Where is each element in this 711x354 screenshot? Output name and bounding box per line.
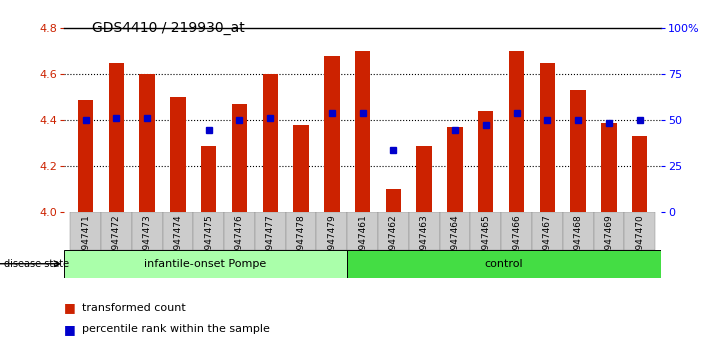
Bar — [447, 127, 463, 212]
Text: GSM947471: GSM947471 — [81, 214, 90, 269]
Text: GSM947477: GSM947477 — [266, 214, 274, 269]
Bar — [255, 212, 286, 250]
Bar — [77, 99, 93, 212]
Text: GSM947478: GSM947478 — [296, 214, 306, 269]
Bar — [262, 74, 278, 212]
Bar — [632, 136, 648, 212]
Bar — [316, 212, 347, 250]
Text: GSM947463: GSM947463 — [419, 214, 429, 269]
Bar — [562, 212, 594, 250]
Text: GSM947470: GSM947470 — [635, 214, 644, 269]
Text: GDS4410 / 219930_at: GDS4410 / 219930_at — [92, 21, 245, 35]
Text: GSM947473: GSM947473 — [143, 214, 151, 269]
Bar — [532, 212, 562, 250]
Bar — [385, 189, 401, 212]
Bar — [170, 97, 186, 212]
Bar — [232, 104, 247, 212]
Text: GSM947461: GSM947461 — [358, 214, 367, 269]
Bar — [570, 90, 586, 212]
Bar — [139, 74, 155, 212]
Text: GSM947466: GSM947466 — [512, 214, 521, 269]
Bar — [478, 111, 493, 212]
Text: infantile-onset Pompe: infantile-onset Pompe — [144, 259, 267, 269]
Bar — [193, 212, 224, 250]
Text: GSM947464: GSM947464 — [451, 214, 459, 269]
Bar — [540, 63, 555, 212]
Bar — [471, 212, 501, 250]
Text: GSM947479: GSM947479 — [327, 214, 336, 269]
Bar — [163, 212, 193, 250]
Text: GSM947469: GSM947469 — [604, 214, 614, 269]
Text: control: control — [485, 259, 523, 269]
Bar — [602, 123, 616, 212]
Bar — [594, 212, 624, 250]
Bar — [624, 212, 655, 250]
Bar — [109, 63, 124, 212]
Bar — [501, 212, 532, 250]
Text: GSM947462: GSM947462 — [389, 214, 398, 269]
Bar — [347, 212, 378, 250]
Bar — [286, 212, 316, 250]
Text: GSM947474: GSM947474 — [173, 214, 183, 269]
Text: disease state: disease state — [4, 259, 69, 269]
Bar — [70, 212, 101, 250]
Text: ■: ■ — [64, 302, 76, 314]
Bar — [132, 212, 163, 250]
Text: GSM947472: GSM947472 — [112, 214, 121, 269]
Bar — [509, 51, 524, 212]
Text: ■: ■ — [64, 323, 76, 336]
Text: GSM947468: GSM947468 — [574, 214, 582, 269]
Bar — [201, 145, 216, 212]
Bar — [439, 212, 471, 250]
Bar — [347, 250, 661, 278]
Bar — [224, 212, 255, 250]
Text: percentile rank within the sample: percentile rank within the sample — [82, 324, 269, 334]
Bar — [101, 212, 132, 250]
Text: GSM947476: GSM947476 — [235, 214, 244, 269]
Text: GSM947465: GSM947465 — [481, 214, 491, 269]
Text: GSM947467: GSM947467 — [542, 214, 552, 269]
Text: transformed count: transformed count — [82, 303, 186, 313]
Bar — [294, 125, 309, 212]
Text: GSM947475: GSM947475 — [204, 214, 213, 269]
Bar — [378, 212, 409, 250]
Bar — [409, 212, 439, 250]
Bar — [324, 56, 340, 212]
Bar — [355, 51, 370, 212]
Bar — [417, 145, 432, 212]
Bar — [64, 250, 347, 278]
